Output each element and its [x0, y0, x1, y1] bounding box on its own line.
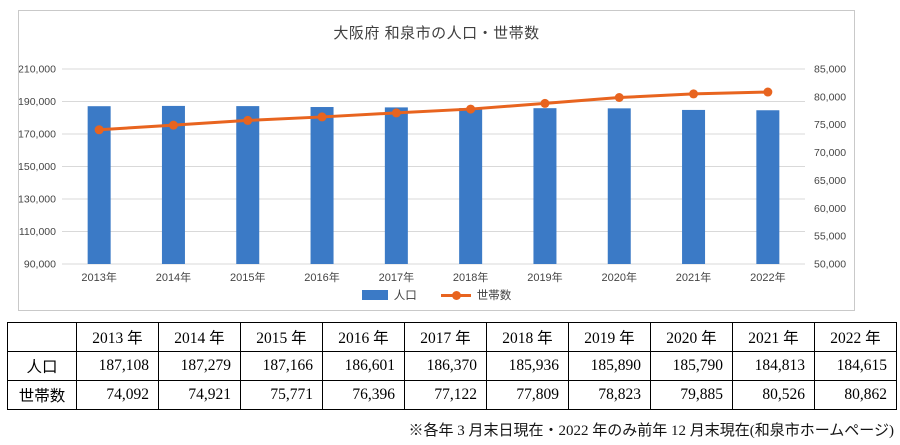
year-header-cell: 2018 年: [486, 322, 569, 352]
footnote: ※各年 3 月末日現在・2022 年のみ前年 12 月末現在(和泉市ホームページ…: [408, 423, 895, 439]
population-bar: [384, 107, 408, 265]
value-cell: 74,921: [158, 380, 241, 410]
right-axis-tick-label: 75,000: [814, 119, 846, 131]
left-axis-tick-label: 90,000: [24, 259, 56, 271]
left-axis-tick-label: 110,000: [19, 226, 56, 238]
table-corner-cell: [7, 322, 77, 352]
value-cell: 78,823: [568, 380, 651, 410]
right-axis-tick-label: 55,000: [814, 231, 846, 243]
population-bar-swatch-icon: [361, 290, 388, 300]
legend-population-label: 人口: [393, 290, 417, 302]
value-cell: 186,601: [322, 351, 405, 381]
x-axis-label: 2021年: [676, 270, 711, 283]
households-point: [540, 98, 550, 108]
year-header-cell: 2013 年: [76, 322, 159, 352]
value-cell: 77,809: [486, 380, 569, 410]
value-cell: 187,108: [76, 351, 159, 381]
right-axis-tick-label: 50,000: [814, 259, 846, 271]
households-point: [689, 89, 699, 99]
legend-item-population: 人口: [361, 287, 417, 303]
chart-container: 大阪府 和泉市の人口・世帯数 90,000 110,000 130,000 150,0…: [18, 10, 855, 311]
chart-legend: 人口 世帯数: [19, 287, 854, 303]
households-point: [168, 120, 178, 130]
households-point: [466, 104, 476, 114]
population-bar: [161, 105, 185, 264]
year-header-cell: 2015 年: [240, 322, 323, 352]
value-cell: 187,166: [240, 351, 323, 381]
households-point: [94, 125, 104, 135]
table-row: 人口 187,108 187,279 187,166 186,601 186,370 185…: [7, 351, 897, 381]
value-cell: 187,279: [158, 351, 241, 381]
population-bar: [607, 108, 631, 264]
households-line-swatch-icon: [440, 290, 471, 300]
value-cell: 184,813: [732, 351, 815, 381]
chart-plot-area: 90,000 110,000 130,000 150,000 170,000 190,00…: [19, 64, 846, 284]
left-axis-tick-label: 130,000: [19, 194, 56, 206]
population-bar: [756, 110, 780, 264]
x-axis-label: 2014年: [156, 270, 191, 283]
households-point: [243, 115, 253, 125]
x-axis-label: 2018年: [453, 270, 488, 283]
population-bar: [682, 109, 706, 264]
legend-households-label: 世帯数: [476, 290, 512, 302]
year-header-cell: 2021 年: [732, 322, 815, 352]
year-header-cell: 2019 年: [568, 322, 651, 352]
value-cell: 77,122: [404, 380, 487, 410]
value-cell: 80,526: [732, 380, 815, 410]
value-cell: 185,936: [486, 351, 569, 381]
value-cell: 184,615: [814, 351, 897, 381]
value-cell: 185,890: [568, 351, 651, 381]
x-axis-label: 2017年: [379, 270, 414, 283]
year-header-cell: 2014 年: [158, 322, 241, 352]
year-header-cell: 2022 年: [814, 322, 897, 352]
x-axis-label: 2022年: [750, 270, 785, 283]
table-row: 世帯数 74,092 74,921 75,771 76,396 77,122 77,809 7…: [7, 380, 897, 410]
right-axis-tick-label: 70,000: [814, 147, 846, 159]
population-bar: [87, 106, 111, 265]
left-axis-tick-label: 170,000: [19, 129, 56, 141]
value-cell: 186,370: [404, 351, 487, 381]
year-header-cell: 2017 年: [404, 322, 487, 352]
x-axis-label: 2016年: [304, 270, 339, 283]
x-axis-label: 2015年: [230, 270, 265, 283]
right-axis-tick-label: 60,000: [814, 203, 846, 215]
households-point: [763, 87, 773, 97]
right-axis-tick-label: 65,000: [814, 175, 846, 187]
population-bar: [533, 108, 557, 265]
year-header-cell: 2016 年: [322, 322, 405, 352]
value-cell: 185,790: [650, 351, 733, 381]
table-header-row: 2013 年 2014 年 2015 年 2016 年 2017 年 2018 年 2019…: [7, 322, 897, 352]
value-cell: 75,771: [240, 380, 323, 410]
households-point: [391, 108, 401, 118]
population-bar: [310, 107, 334, 264]
population-bar: [236, 106, 260, 264]
population-bar: [459, 108, 483, 264]
households-line: [99, 90, 768, 132]
households-point: [614, 92, 624, 102]
legend-item-households: 世帯数: [440, 287, 512, 303]
x-axis-label: 2020年: [602, 270, 637, 283]
value-cell: 76,396: [322, 380, 405, 410]
year-header-cell: 2020 年: [650, 322, 733, 352]
value-cell: 74,092: [76, 380, 159, 410]
x-axis-label: 2013年: [81, 270, 116, 283]
row-label-cell: 人口: [7, 351, 77, 381]
x-axis-label: 2019年: [527, 270, 562, 283]
chart-title: 大阪府 和泉市の人口・世帯数: [333, 25, 540, 42]
left-axis-tick-label: 210,000: [19, 64, 56, 76]
households-point: [317, 112, 327, 122]
right-axis-tick-label: 85,000: [814, 64, 846, 76]
value-cell: 80,862: [814, 380, 897, 410]
left-axis-tick-label: 150,000: [19, 161, 56, 173]
value-cell: 79,885: [650, 380, 733, 410]
data-table: 2013 年 2014 年 2015 年 2016 年 2017 年 2018 年 2019…: [7, 322, 897, 410]
row-label-cell: 世帯数: [7, 380, 77, 410]
left-axis-tick-label: 190,000: [19, 96, 56, 108]
right-axis-tick-label: 80,000: [814, 91, 846, 103]
